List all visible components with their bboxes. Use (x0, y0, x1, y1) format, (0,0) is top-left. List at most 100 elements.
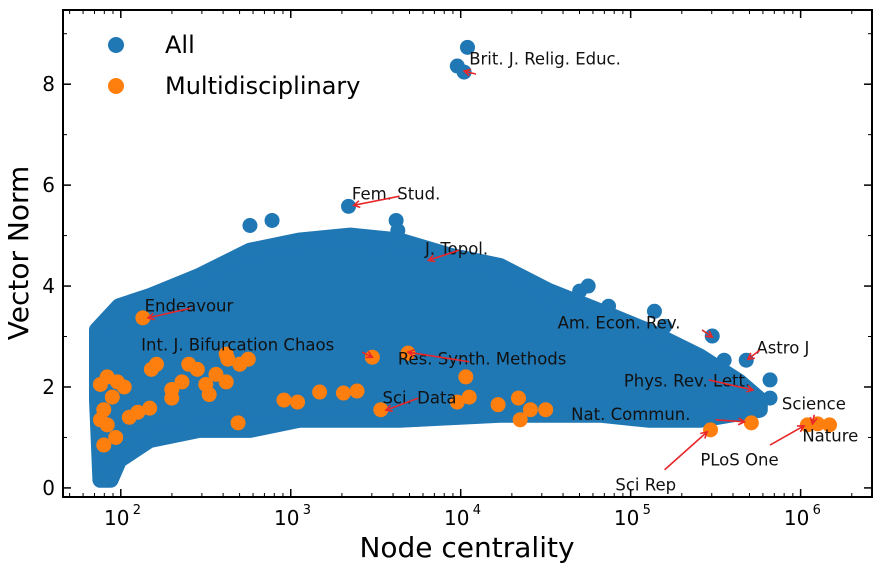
y-tick-label: 4 (42, 274, 55, 298)
point-multidisciplinary (490, 397, 506, 413)
y-tick-label: 8 (42, 72, 55, 96)
point-all (716, 399, 732, 415)
annotation-label: Sci. Data (383, 389, 457, 408)
point-multidisciplinary (349, 383, 365, 399)
point-all (113, 445, 129, 461)
annotation-arrowhead (746, 384, 755, 393)
annotation-arrowhead (384, 404, 393, 412)
point-multidisciplinary (538, 402, 554, 418)
annotation-arrow (428, 249, 460, 262)
point-all (762, 390, 778, 406)
point-all (460, 39, 475, 55)
point-multidisciplinary (108, 429, 124, 445)
annotation-arrow (353, 195, 400, 207)
annotation-label: PLoS One (700, 451, 778, 470)
legend-label-multidisciplinary: Multidisciplinary (165, 72, 361, 100)
point-all (317, 233, 333, 249)
point-multidisciplinary (276, 392, 292, 408)
point-multidisciplinary (312, 384, 328, 400)
point-all (368, 238, 384, 254)
point-all (242, 217, 258, 233)
x-tick-label: 10 (614, 506, 639, 530)
x-tick-exponent: 3 (303, 503, 311, 518)
point-all (657, 318, 673, 334)
annotation-label: Sci Rep (615, 475, 676, 494)
annotation-arrowhead (809, 416, 818, 426)
point-all (390, 223, 406, 239)
point-all (762, 372, 778, 388)
annotation-arrowhead (746, 352, 755, 361)
x-tick-exponent: 2 (133, 503, 141, 518)
legend-label-all: All (165, 31, 195, 59)
annotation-arrow (747, 349, 761, 360)
point-all (572, 318, 588, 334)
annotation-label: Int. J. Bifurcation Chaos (141, 336, 334, 355)
point-multidisciplinary (240, 351, 256, 367)
point-all (130, 293, 146, 309)
legend-marker-all (108, 37, 124, 53)
point-all (682, 352, 698, 368)
annotation-arrowhead (365, 351, 374, 359)
annotation-label: Res. Synth. Methods (398, 350, 567, 369)
annotation-label: Phys. Rev. Lett. (624, 371, 750, 390)
point-all (341, 198, 357, 214)
point-multidisciplinary (104, 389, 120, 405)
point-multidisciplinary (373, 402, 389, 418)
point-all (646, 303, 662, 319)
annotation-arrowhead (737, 417, 747, 426)
point-all (731, 394, 747, 410)
x-tick-label: 10 (104, 506, 129, 530)
point-all (264, 212, 280, 228)
point-multidisciplinary (522, 402, 538, 418)
point-multidisciplinary (743, 415, 759, 431)
point-multidisciplinary (116, 379, 132, 395)
point-all (738, 352, 754, 368)
x-tick-label: 10 (784, 506, 809, 530)
point-all (541, 293, 557, 309)
annotation-label: Science (782, 395, 846, 414)
x-axis-label: Node centrality (359, 531, 574, 564)
annotation-arrowhead (797, 425, 806, 433)
annotation-arrow (407, 351, 470, 363)
point-multidisciplinary (335, 385, 351, 401)
x-tick-exponent: 4 (473, 503, 481, 518)
point-all (580, 278, 596, 294)
annotation-arrow (361, 351, 373, 358)
annotation-label: Am. Econ. Rev. (558, 313, 681, 332)
x-tick-exponent: 6 (813, 503, 821, 518)
plot-marks (89, 39, 838, 488)
annotation-arrowhead (351, 200, 361, 209)
point-multidisciplinary (400, 345, 416, 361)
annotations: Brit. J. Relig. Educ. Fem. Stud. J. Topol.… (141, 49, 858, 494)
point-multidisciplinary (189, 361, 205, 377)
x-tick-exponent: 5 (643, 503, 651, 518)
point-multidisciplinary (130, 404, 146, 420)
annotation-arrow (147, 307, 191, 319)
annotation-arrow (701, 329, 713, 338)
axes: 10 2 10 3 10 4 10 5 10 6 0 2 4 6 8 (42, 10, 872, 530)
annotation-arrow (463, 70, 477, 75)
all-dense-region (89, 227, 768, 488)
legend-marker-multidisciplinary (108, 78, 124, 94)
annotation-arrow (385, 397, 419, 411)
point-all (716, 352, 732, 368)
point-multidisciplinary (96, 437, 112, 453)
annotation-label: Nature (802, 426, 858, 445)
point-multidisciplinary (96, 402, 112, 418)
point-multidisciplinary (458, 369, 474, 385)
y-axis-label: Vector Norm (2, 166, 35, 341)
y-tick-label: 0 (42, 476, 55, 500)
annotation-label: Fem. Stud. (352, 185, 440, 204)
point-multidisciplinary (201, 387, 217, 403)
point-multidisciplinary (218, 346, 234, 362)
point-multidisciplinary (822, 417, 838, 433)
point-all (697, 352, 713, 368)
annotation-label: J. Topol. (424, 240, 488, 259)
point-multidisciplinary (510, 390, 526, 406)
annotation-arrowhead (705, 330, 714, 338)
point-multidisciplinary (461, 389, 477, 405)
point-all (674, 404, 690, 420)
annotation-arrowhead (406, 349, 415, 358)
annotation-label: Endeavour (145, 297, 234, 316)
